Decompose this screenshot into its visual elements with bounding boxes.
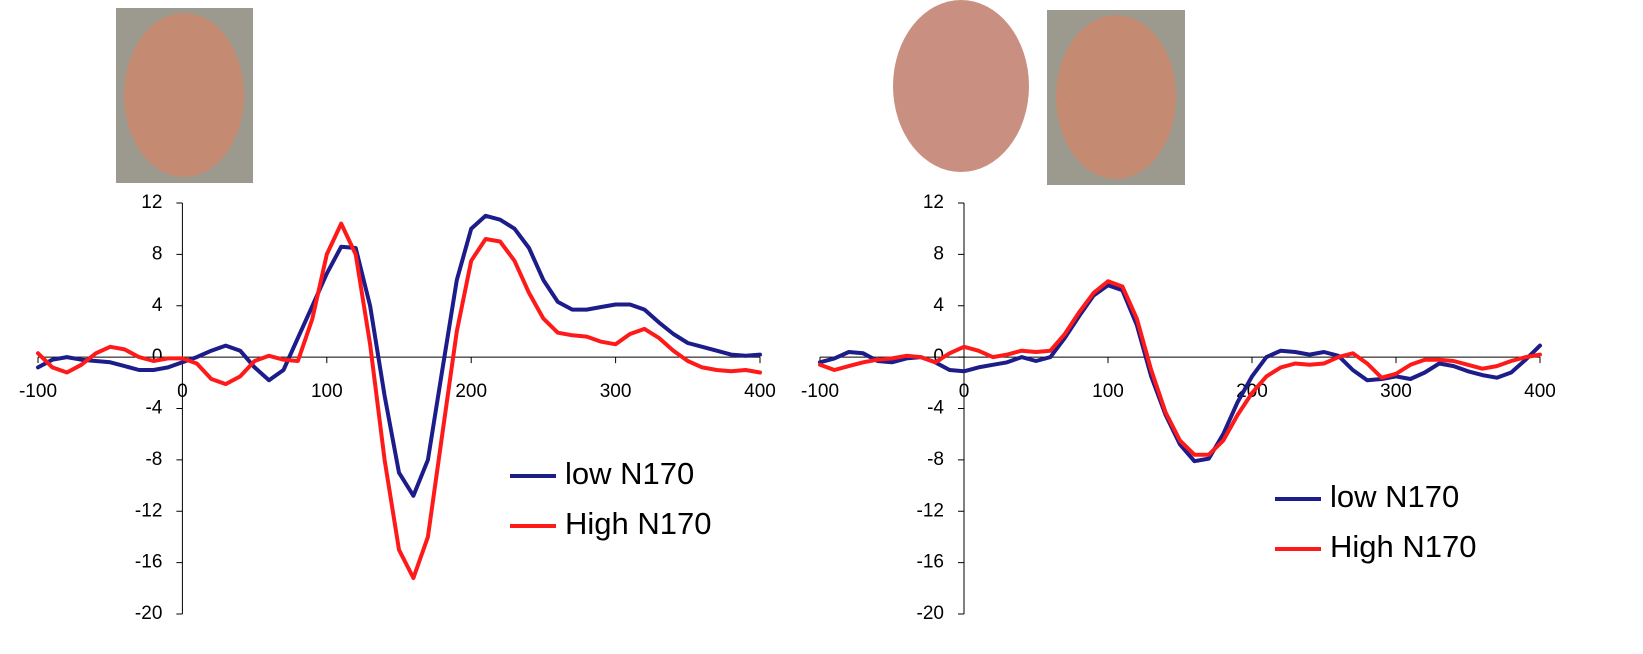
y-tick-label: -16 [135,552,162,573]
legend-label: High N170 [565,506,711,541]
y-tick-label: -4 [145,398,162,419]
y-tick-label: 8 [933,243,944,264]
y-tick-label: -20 [135,603,162,624]
y-tick-label: 4 [933,295,944,316]
x-tick-label: 200 [455,381,487,402]
x-tick-label: -100 [801,381,839,402]
face-clean [893,0,1029,172]
face-noise-right [1047,10,1185,185]
y-tick-label: -20 [917,603,944,624]
x-tick-label: 100 [1092,381,1124,402]
y-tick-label: 12 [141,192,162,213]
series-line [36,213,762,498]
y-tick-label: -12 [917,500,944,521]
y-tick-label: -16 [917,552,944,573]
x-tick-label: 400 [1524,381,1556,402]
x-tick-label: 0 [177,381,188,402]
x-tick-label: 400 [744,381,776,402]
series-line [818,283,1542,464]
y-tick-label: 0 [933,346,944,367]
legend-label: low N170 [1330,479,1459,514]
legend-label: low N170 [565,456,694,491]
x-tick-label: 300 [600,381,632,402]
x-tick-label: 0 [959,381,970,402]
series-line [36,221,762,580]
y-tick-label: -8 [145,449,162,470]
y-tick-label: -4 [927,398,944,419]
y-tick-label: 8 [152,243,163,264]
y-tick-label: 0 [152,346,163,367]
x-tick-label: 300 [1380,381,1412,402]
y-tick-label: -12 [135,500,162,521]
face-noise-left [116,8,253,183]
series-line [818,279,1542,457]
y-tick-label: 4 [152,295,163,316]
y-tick-label: -8 [927,449,944,470]
legend-label: High N170 [1330,529,1476,564]
x-tick-label: 100 [311,381,343,402]
x-tick-label: -100 [19,381,57,402]
y-tick-label: 12 [923,192,944,213]
